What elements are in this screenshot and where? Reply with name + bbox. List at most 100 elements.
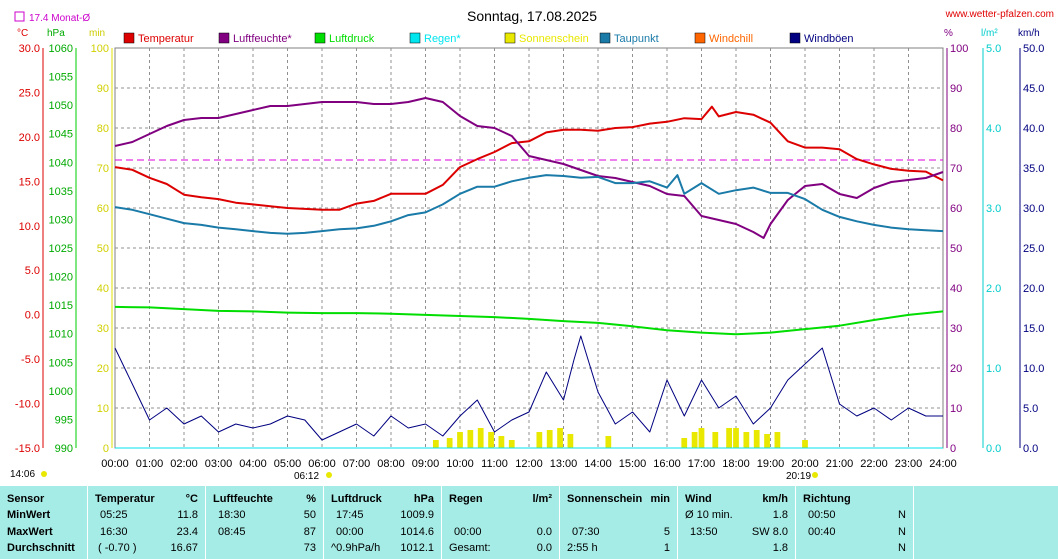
cell-value: 73	[303, 542, 316, 554]
sunshine-bar	[498, 436, 505, 448]
update-time: 14:06	[10, 469, 35, 480]
series-line-temperatur	[114, 105, 944, 211]
cell-value: 1.8	[772, 509, 788, 521]
humidity-tick: 70	[950, 163, 962, 175]
rain-tick: 0.0	[986, 443, 1001, 455]
col-header: Temperatur	[95, 493, 155, 505]
temp-tick: 10.0	[19, 221, 40, 233]
legend-swatch	[314, 32, 326, 44]
cell-label: Ø 10 min.	[685, 509, 733, 521]
legend-label: Windchill	[709, 33, 753, 45]
wind-tick: 0.0	[1023, 443, 1038, 455]
pressure-tick: 1050	[49, 100, 73, 112]
sunshine-bar	[508, 440, 515, 448]
temp-tick: 15.0	[19, 176, 40, 188]
wind-tick: 40.0	[1023, 123, 1044, 135]
chart-legend: Temperatur Luftfeuchte* Luftdruck Regen* Son…	[123, 32, 854, 45]
col-humidity: Luftfeuchte % 18:30 50 08:45 87 73	[205, 486, 323, 559]
col-header: Luftdruck	[331, 493, 382, 505]
x-tick: 17:00	[688, 458, 716, 470]
left-axes: 30.0 25.0 20.0 15.0 10.0 5.0 0.0 -5.0 -10.0 -15.0…	[15, 43, 113, 455]
col-header: Sensor	[7, 493, 45, 505]
wind-tick: 10.0	[1023, 363, 1044, 375]
sunshine-bar	[457, 432, 463, 448]
cell-value: N	[898, 542, 906, 554]
sunshine-bar	[605, 436, 612, 448]
rain-unit-label: l/m²	[981, 28, 998, 39]
sunshine-tick: 80	[97, 123, 109, 135]
pressure-tick: 1045	[49, 129, 73, 141]
x-tick: 22:00	[860, 458, 888, 470]
sunshine-bar	[743, 432, 750, 448]
right-axes: 10090807060504030201005.04.03.02.01.00.0…	[946, 43, 1044, 455]
cell-value: 0.0	[536, 526, 552, 538]
weather-chart: Sonntag, 17.08.2025 www.wetter-pfalzen.c…	[10, 8, 1054, 482]
legend-label: Temperatur	[138, 33, 194, 45]
sunrise-time: 06:12	[294, 471, 319, 482]
humidity-tick: 60	[950, 203, 962, 215]
cell-value: 11.8	[177, 509, 198, 521]
legend-swatch	[599, 32, 611, 44]
wind-tick: 50.0	[1023, 43, 1044, 55]
x-tick: 14:00	[584, 458, 612, 470]
sunshine-bar	[774, 432, 781, 448]
humidity-tick: 10	[950, 403, 962, 415]
col-header: Wind	[685, 493, 712, 505]
col-unit: l/m²	[532, 493, 552, 505]
cell-time: 00:40	[808, 526, 836, 538]
sunshine-bar	[681, 438, 688, 448]
sunshine-bar	[802, 440, 808, 448]
cell-label: Gesamt:	[449, 542, 491, 554]
col-direction: Richtung 00:50 N 00:40 N N	[795, 486, 913, 559]
rain-tick: 2.0	[986, 283, 1001, 295]
cell-trend: ^0.9hPa/h	[331, 542, 381, 554]
cell-value: 1.8	[772, 542, 788, 554]
cell-time: ( -0.70 )	[98, 542, 137, 554]
cell-time: 13:50	[690, 526, 718, 538]
x-tick: 20:00	[791, 458, 819, 470]
col-header: Regen	[449, 493, 483, 505]
temp-tick: 30.0	[19, 43, 40, 55]
x-tick: 21:00	[826, 458, 854, 470]
pressure-tick: 995	[55, 414, 73, 426]
col-sensor: Sensor MinWert MaxWert Durchschnitt	[0, 486, 87, 559]
col-unit: °C	[185, 493, 198, 505]
legend-swatch	[409, 32, 421, 44]
pressure-tick: 1060	[49, 43, 73, 55]
cell-value: 5	[663, 526, 670, 538]
pressure-tick: 1015	[49, 300, 73, 312]
series-line-taupunkt	[114, 174, 944, 235]
x-tick: 10:00	[446, 458, 474, 470]
pressure-tick: 1040	[49, 157, 73, 169]
temp-tick: -15.0	[15, 443, 40, 455]
pressure-tick: 1020	[49, 272, 73, 284]
pressure-tick: 990	[55, 443, 73, 455]
sunshine-tick: 90	[97, 83, 109, 95]
x-tick: 09:00	[412, 458, 440, 470]
temp-tick: -10.0	[15, 399, 40, 411]
wind-tick: 45.0	[1023, 83, 1044, 95]
legend-label: Regen*	[424, 33, 461, 45]
sunshine-tick: 100	[91, 43, 109, 55]
series-layer	[114, 97, 944, 449]
pressure-tick: 1000	[49, 386, 73, 398]
x-tick: 15:00	[619, 458, 647, 470]
x-tick: 06:00	[308, 458, 336, 470]
sunshine-tick: 20	[97, 363, 109, 375]
col-sunshine: Sonnenschein min 07:30 5 2:55 h 1	[559, 486, 677, 559]
site-link[interactable]: www.wetter-pfalzen.com	[945, 9, 1054, 20]
rain-tick: 5.0	[986, 43, 1001, 55]
sunshine-bar	[477, 428, 484, 448]
cell-time: 17:45	[336, 509, 364, 521]
humidity-tick: 80	[950, 123, 962, 135]
sunshine-tick: 70	[97, 163, 109, 175]
temp-tick: 0.0	[25, 310, 40, 322]
cell-value: 1012.1	[400, 542, 434, 554]
series-line-windböen	[114, 335, 943, 441]
rain-tick: 4.0	[986, 123, 1001, 135]
humidity-tick: 90	[950, 83, 962, 95]
pressure-tick: 1010	[49, 329, 73, 341]
sunshine-bar	[691, 432, 698, 448]
sunset-icon	[812, 472, 818, 478]
grid-lines	[115, 48, 943, 448]
